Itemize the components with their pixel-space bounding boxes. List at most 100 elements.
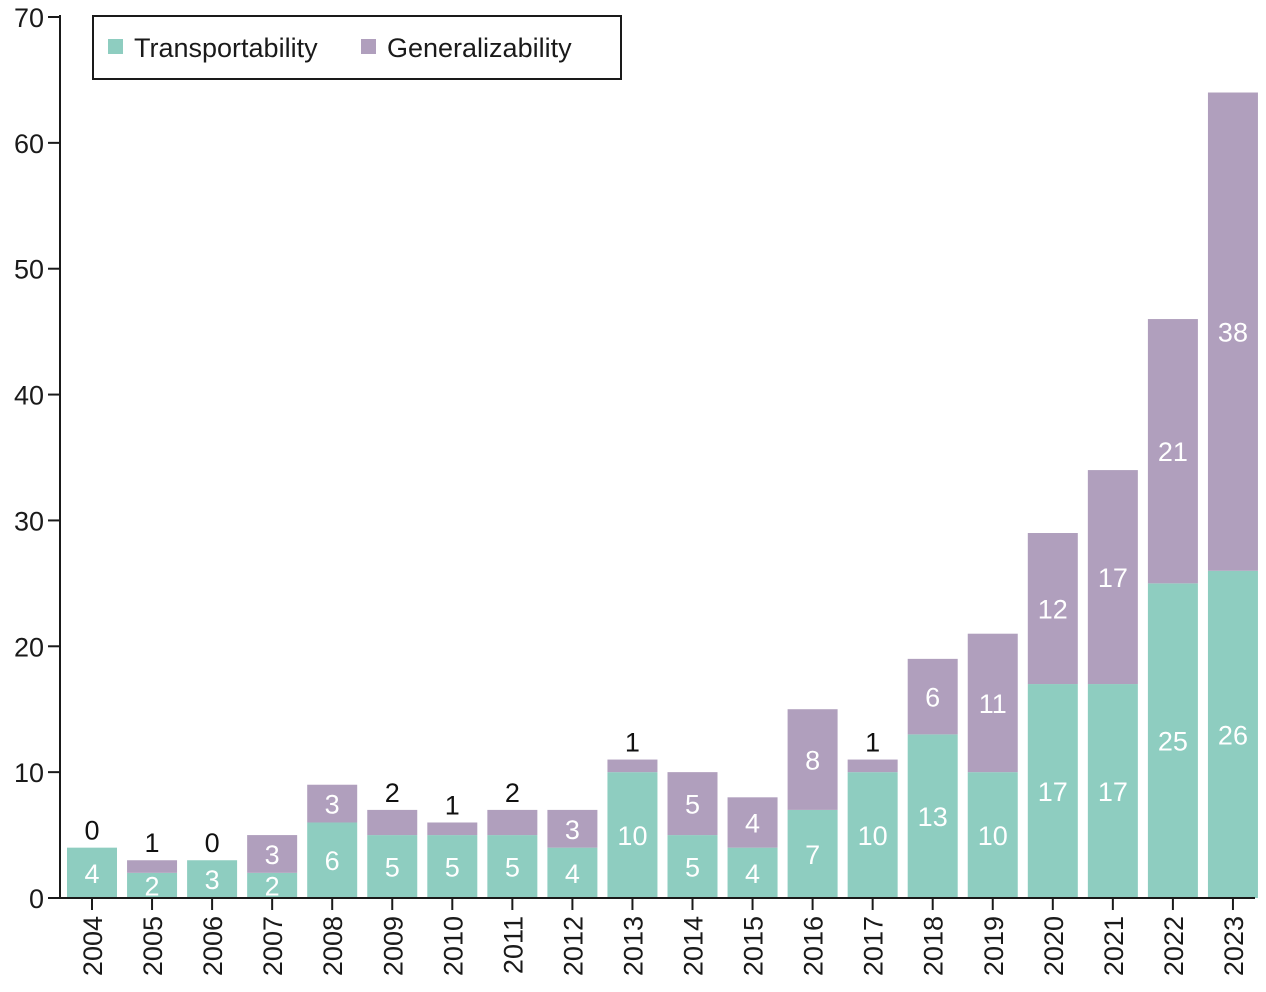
x-tick-label-2012: 2012 [558,916,588,976]
bar-generalizability-2020 [1027,533,1078,685]
bar-generalizability-2016 [787,709,838,810]
label-transportability-2015: 4 [745,859,760,889]
x-tick-label-2006: 2006 [198,916,228,976]
bar-generalizability-2014 [667,772,718,836]
bar-transportability-2011 [487,835,538,898]
axes-layer: 2004 2005 2006 2007 2008 2009 2010 2011 2012 2013… [14,3,1255,976]
label-transportability-2019: 10 [978,821,1008,851]
x-tick-label-2015: 2015 [739,916,769,976]
bar-generalizability-2008 [307,784,358,823]
label-transportability-2018: 13 [918,802,948,832]
label-transportability-2006: 3 [205,865,220,895]
label-transportability-2012: 4 [565,859,580,889]
label-generalizability-2008: 3 [325,790,340,820]
label-transportability-2009: 5 [385,853,400,883]
y-tick-label-50: 50 [14,255,44,285]
y-tick-label-20: 20 [14,632,44,662]
label-generalizability-2022: 21 [1158,437,1188,467]
label-transportability-2022: 25 [1158,727,1188,757]
label-generalizability-2007: 3 [265,840,280,870]
bar-transportability-2021 [1087,684,1138,898]
bar-generalizability-2018 [907,658,958,735]
label-transportability-2008: 6 [325,846,340,876]
bar-transportability-2018 [907,734,958,898]
label-transportability-2004: 4 [84,859,99,889]
bar-generalizability-2013 [607,759,658,773]
bars-layer [67,92,1258,898]
label-transportability-2023: 26 [1218,720,1248,750]
x-tick-label-2016: 2016 [799,916,829,976]
x-tick-label-2021: 2021 [1099,916,1129,976]
x-tick-label-2010: 2010 [438,916,468,976]
x-tick-label-2020: 2020 [1039,916,1069,976]
label-generalizability-2019: 11 [979,689,1007,719]
label-transportability-2011: 5 [505,853,520,883]
x-tick-label-2017: 2017 [859,916,889,976]
bar-generalizability-2015 [727,797,778,848]
label-transportability-2013: 10 [617,821,647,851]
bar-transportability-2019 [967,772,1018,898]
y-tick-label-60: 60 [14,129,44,159]
bar-transportability-2013 [607,772,658,898]
label-generalizability-2009: 2 [385,778,400,808]
label-generalizability-2006: 0 [205,828,220,858]
legend-swatch-transportability [108,39,123,54]
bar-transportability-2007 [247,872,298,898]
bar-transportability-2008 [307,822,358,898]
x-tick-label-2004: 2004 [78,916,108,976]
legend-label-transportability: Transportability [134,33,318,63]
label-generalizability-2011: 2 [505,778,520,808]
label-transportability-2020: 17 [1038,777,1068,807]
label-generalizability-2020: 12 [1038,595,1068,625]
bar-transportability-2004 [67,847,117,898]
bar-transportability-2005 [127,872,178,898]
label-transportability-2017: 10 [858,821,888,851]
bar-transportability-2017 [847,772,898,898]
bar-transportability-2015 [727,847,778,898]
bar-transportability-2016 [787,809,838,898]
bar-transportability-2010 [427,835,478,898]
bar-generalizability-2007 [247,835,298,873]
x-tick-label-2008: 2008 [318,916,348,976]
bar-generalizability-2005 [127,860,178,873]
label-generalizability-2010: 1 [445,790,460,820]
label-generalizability-2014: 5 [685,790,700,820]
label-generalizability-2018: 6 [925,683,940,713]
y-tick-label-10: 10 [14,758,44,788]
label-generalizability-2004: 0 [84,816,99,846]
x-tick-label-2005: 2005 [138,916,168,976]
x-tick-label-2011: 2011 [498,916,528,974]
label-generalizability-2005: 1 [145,828,160,858]
label-transportability-2007: 2 [265,871,280,901]
y-tick-label-30: 30 [14,506,44,536]
bar-generalizability-2021 [1087,470,1138,685]
legend-label-generalizability: Generalizability [387,33,572,63]
x-tick-label-2022: 2022 [1159,916,1189,976]
bar-generalizability-2012 [547,809,598,848]
bar-transportability-2009 [367,835,418,898]
bar-generalizability-2017 [847,759,898,773]
bar-generalizability-2009 [367,809,418,836]
label-transportability-2005: 2 [145,871,160,901]
bar-transportability-2006 [187,860,238,898]
y-tick-label-70: 70 [14,3,44,33]
bar-generalizability-2023 [1207,92,1258,571]
x-tick-label-2023: 2023 [1219,916,1249,976]
label-transportability-2021: 17 [1098,777,1128,807]
label-generalizability-2013: 1 [625,728,640,758]
bar-generalizability-2019 [967,633,1018,773]
bar-transportability-2020 [1027,684,1078,898]
x-tick-label-2018: 2018 [919,916,949,976]
label-generalizability-2012: 3 [565,815,580,845]
bar-transportability-2023 [1207,570,1258,898]
label-generalizability-2021: 17 [1098,563,1128,593]
x-tick-label-2007: 2007 [258,916,288,976]
bar-transportability-2022 [1147,583,1198,898]
label-generalizability-2023: 38 [1218,318,1248,348]
label-transportability-2010: 5 [445,853,460,883]
label-transportability-2016: 7 [805,840,820,870]
label-generalizability-2017: 1 [865,728,880,758]
bar-generalizability-2011 [487,809,538,836]
bar-generalizability-2022 [1147,319,1198,584]
